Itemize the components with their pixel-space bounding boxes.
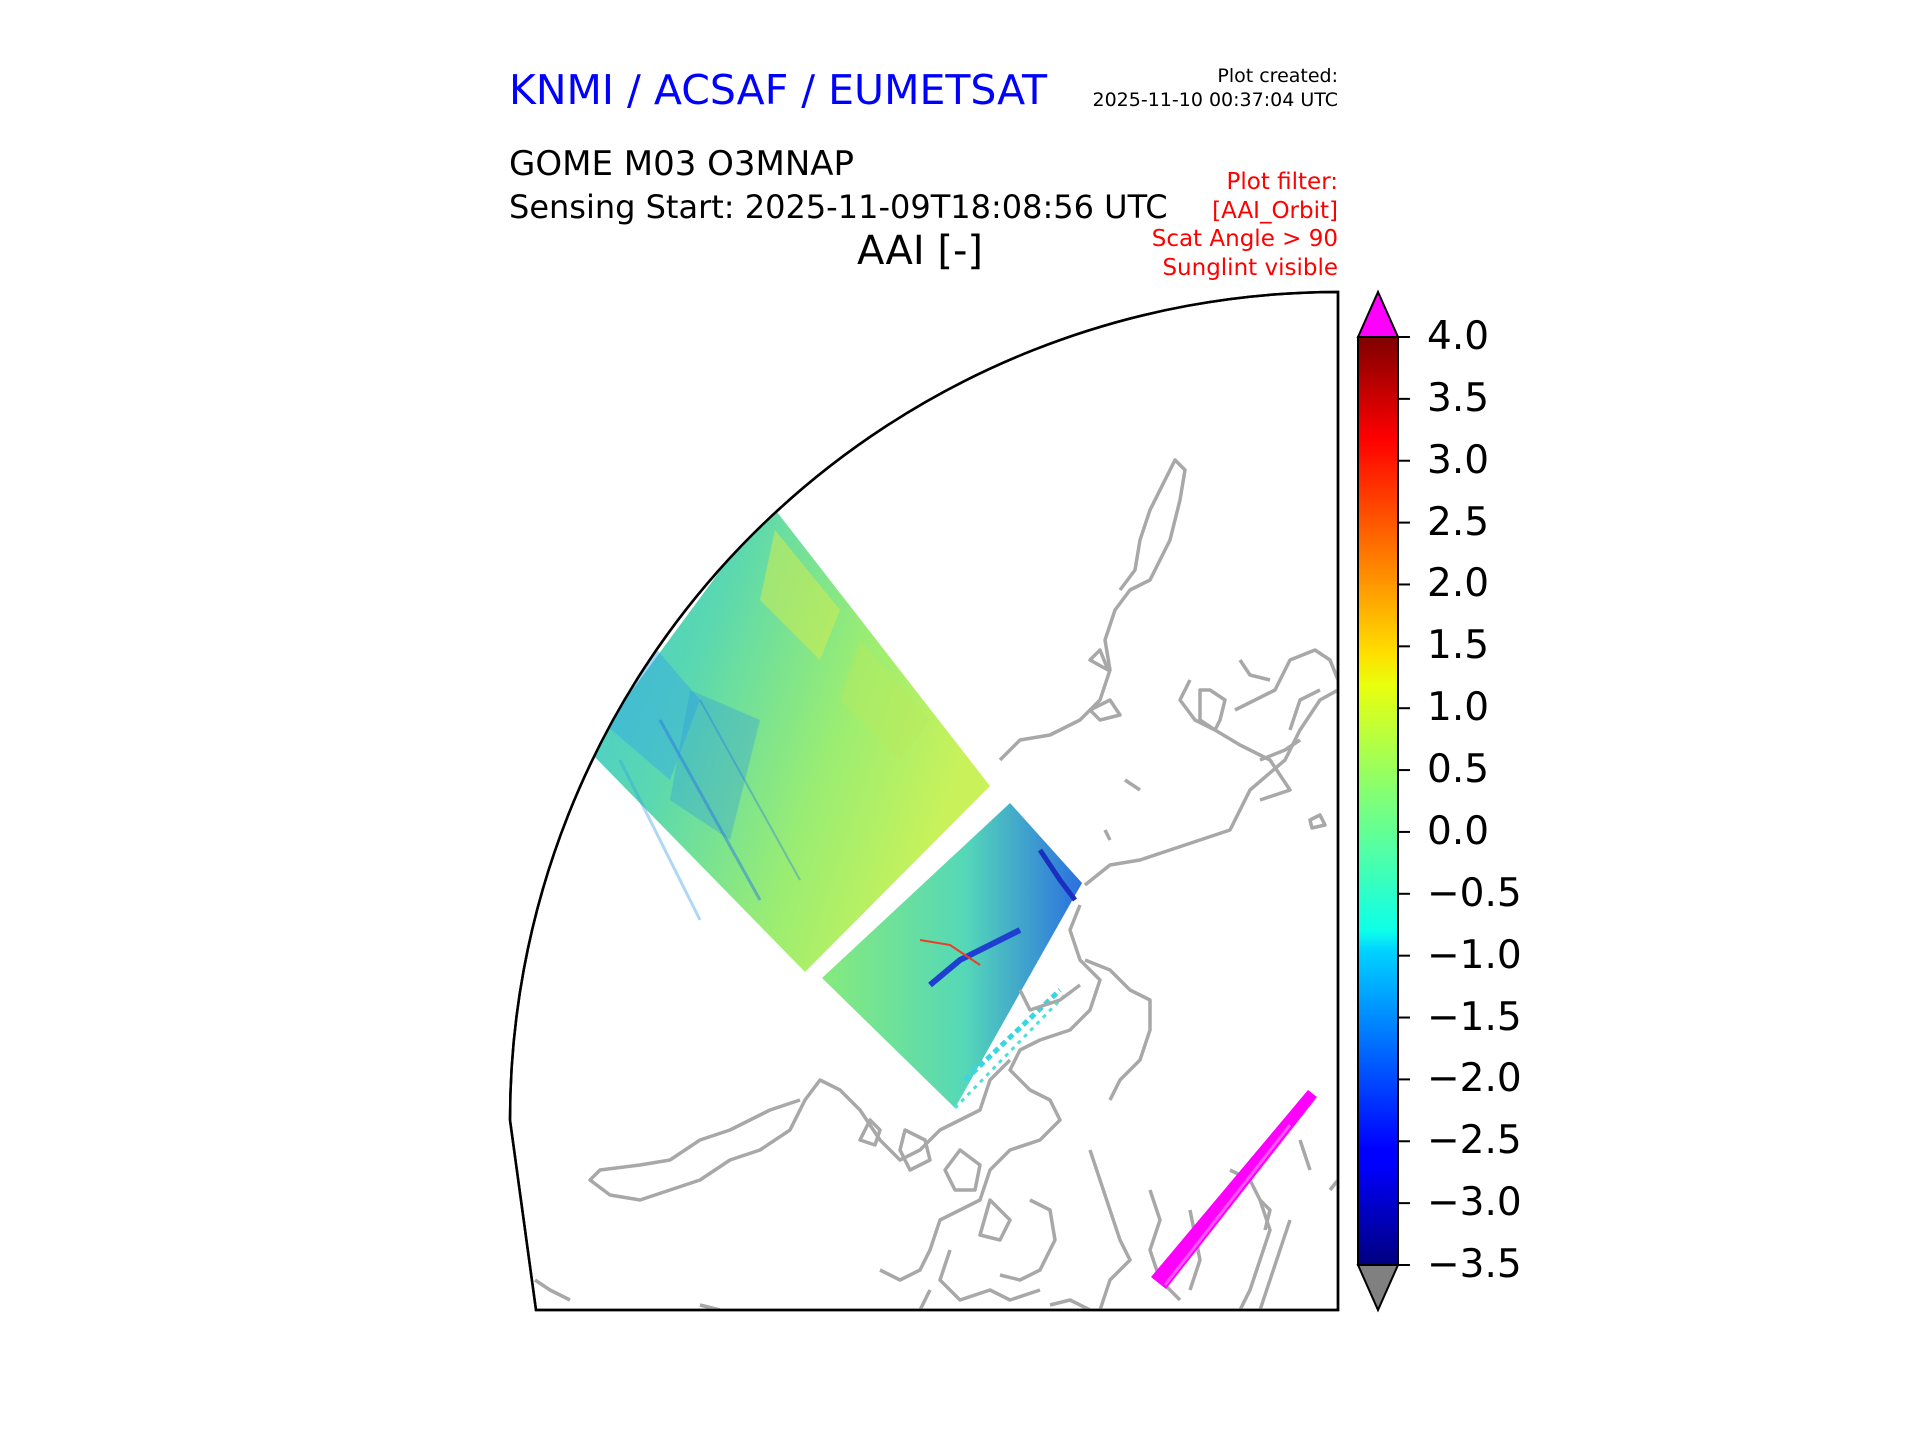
- colorbar-tick-label: 4.0: [1427, 314, 1490, 359]
- plot-created-time: 2025-11-10 00:37:04 UTC: [1092, 89, 1339, 111]
- colorbar-tick-label: 3.0: [1427, 437, 1490, 483]
- filter-line-2: [AAI_Orbit]: [1212, 197, 1338, 224]
- product-title: GOME M03 O3MNAP: [509, 144, 855, 184]
- filter-line-4: Sunglint visible: [1162, 254, 1338, 281]
- colorbar-over-extension: [1356, 289, 1400, 338]
- colorbar-tick-label: −3.0: [1427, 1180, 1522, 1226]
- colorbar-gradient: [1357, 336, 1399, 1266]
- colorbar: [1356, 289, 1410, 1313]
- sensing-start: Sensing Start: 2025-11-09T18:08:56 UTC: [509, 188, 1168, 226]
- map-frame-outline: [508, 290, 1340, 1312]
- colorbar-tick-label: 1.0: [1427, 685, 1490, 731]
- plot-created-info: Plot created: 2025-11-10 00:37:04 UTC: [1060, 64, 1339, 112]
- colorbar-under-extension: [1356, 1264, 1400, 1313]
- colorbar-tick-label: 2.5: [1427, 499, 1490, 545]
- main-swath: [588, 503, 990, 972]
- colorbar-tick-label: −1.5: [1427, 994, 1522, 1040]
- colorbar-tick-marks: [1398, 336, 1410, 1266]
- colorbar-tick-label: −2.0: [1427, 1056, 1522, 1102]
- sunglint-strip: [1151, 1090, 1317, 1289]
- organisation-title: KNMI / ACSAF / EUMETSAT: [509, 66, 1048, 114]
- colorbar-tick-label: −2.5: [1427, 1118, 1522, 1164]
- colorbar-tick-label: 3.5: [1427, 375, 1490, 421]
- colorbar-tick-label: −0.5: [1427, 870, 1522, 916]
- plot-created-label: Plot created:: [1217, 65, 1338, 87]
- colorbar-tick-label: −3.5: [1427, 1242, 1522, 1287]
- colorbar-tick-label: −1.0: [1427, 932, 1522, 978]
- colorbar-tick-label: 0.0: [1427, 808, 1490, 854]
- second-swath: [822, 803, 1082, 1110]
- plot-filter: Plot filter: [AAI_Orbit] Scat Angle > 90…: [1060, 168, 1338, 282]
- map-area: [508, 290, 1340, 1312]
- colorbar-tick-label: 1.5: [1427, 623, 1490, 669]
- colorbar-tick-label: 2.0: [1427, 561, 1490, 607]
- colorbar-tick-label: 0.5: [1427, 747, 1490, 793]
- quantity-label: AAI [-]: [857, 228, 983, 274]
- filter-line-3: Scat Angle > 90: [1151, 226, 1338, 252]
- filter-line-1: Plot filter:: [1226, 169, 1338, 195]
- coastlines: [534, 458, 1338, 1310]
